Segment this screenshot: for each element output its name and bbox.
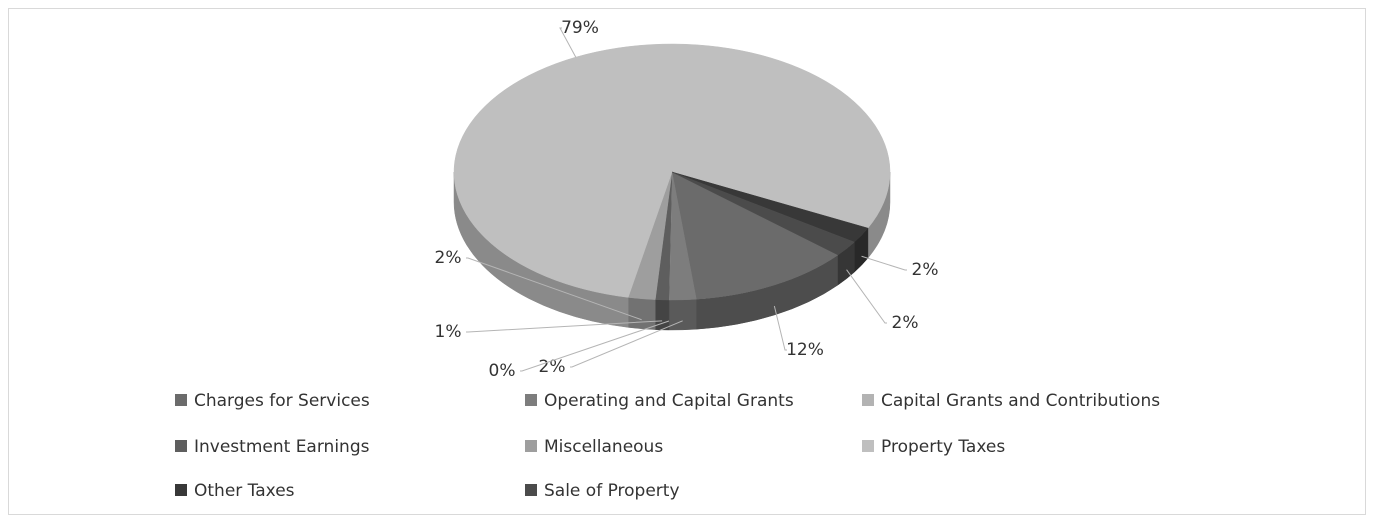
leader-line <box>559 27 577 58</box>
data-label: 2% <box>912 260 939 280</box>
leader-line <box>570 320 683 368</box>
legend-label: Operating and Capital Grants <box>544 391 794 411</box>
legend-label: Investment Earnings <box>194 437 370 457</box>
legend-label: Miscellaneous <box>544 437 663 457</box>
legend-swatch <box>175 394 187 406</box>
leader-line <box>520 320 670 372</box>
legend-label: Property Taxes <box>881 437 1005 457</box>
slice-side <box>627 297 656 330</box>
data-label: 0% <box>489 361 516 381</box>
leader-line <box>846 269 887 324</box>
data-label: 2% <box>539 357 566 377</box>
data-label: 79% <box>561 18 599 38</box>
legend-swatch <box>862 394 874 406</box>
data-label: 2% <box>435 248 462 268</box>
legend-label: Sale of Property <box>544 481 680 501</box>
legend-label: Charges for Services <box>194 391 370 411</box>
slice <box>453 43 891 298</box>
slice <box>671 171 855 256</box>
legend-swatch <box>525 484 537 496</box>
legend-swatch <box>525 440 537 452</box>
data-label: 1% <box>435 322 462 342</box>
legend-label: Other Taxes <box>194 481 295 501</box>
legend-swatch <box>175 484 187 496</box>
leader-line <box>466 257 642 321</box>
legend-label: Capital Grants and Contributions <box>881 391 1160 411</box>
legend-swatch <box>525 394 537 406</box>
legend-swatch <box>862 440 874 452</box>
legend-swatch <box>175 440 187 452</box>
slice <box>671 171 839 300</box>
leader-line <box>861 255 907 271</box>
leader-line <box>773 305 787 351</box>
leader-line <box>466 320 663 333</box>
data-label: 2% <box>892 313 919 333</box>
data-label: 12% <box>786 340 824 360</box>
